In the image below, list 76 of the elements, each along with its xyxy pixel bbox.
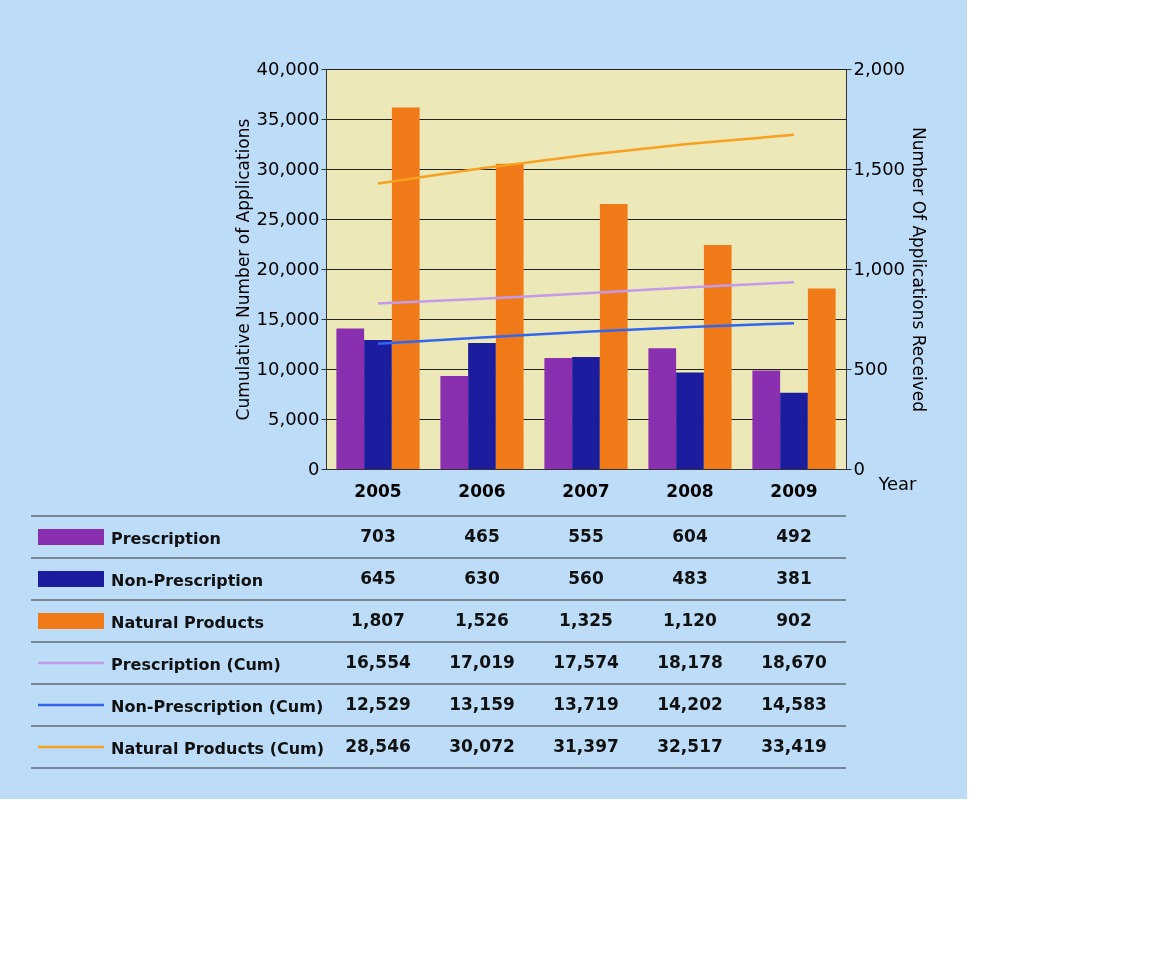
data-label: 28,546 [345, 736, 411, 756]
data-label: 555 [568, 526, 604, 546]
data-label: 1,526 [455, 610, 509, 630]
y-tick-label: 40,000 [256, 57, 320, 79]
data-label: 17,574 [553, 652, 619, 672]
y2-tick-label: 2,000 [853, 57, 906, 79]
bar [336, 328, 365, 469]
y-tick-label: 10,000 [256, 357, 320, 379]
y-tick-label: 25,000 [256, 207, 320, 229]
y-tick-label: 15,000 [256, 307, 320, 329]
x-tick-label: 2009 [770, 480, 818, 501]
data-label: 17,019 [449, 652, 515, 672]
bar [648, 348, 677, 469]
data-label: 14,583 [761, 694, 827, 714]
data-label: 604 [672, 526, 708, 546]
data-label: 703 [360, 526, 396, 546]
data-label: 483 [672, 568, 708, 588]
data-label: 465 [464, 526, 500, 546]
bar [703, 245, 732, 469]
data-label: 492 [776, 526, 812, 546]
line-series [376, 133, 796, 185]
bar [364, 340, 392, 469]
bar [807, 288, 836, 469]
data-label: 645 [360, 568, 396, 588]
line-series [376, 321, 796, 345]
data-label: 13,719 [553, 694, 619, 714]
legend-label: Non-Prescription (Cum) [111, 697, 324, 716]
y2-tick-label: 500 [853, 357, 888, 379]
data-label: 32,517 [657, 736, 723, 756]
y-tick-label: 0 [308, 457, 320, 479]
data-label: 560 [568, 568, 604, 588]
legend-label: Prescription [111, 529, 221, 548]
x-axis-title: Year [877, 472, 918, 494]
data-label: 1,120 [663, 610, 718, 630]
bar [752, 370, 781, 469]
y2-tick-label: 1,500 [853, 157, 906, 179]
bar [599, 204, 628, 469]
data-label: 381 [776, 568, 812, 588]
bar [495, 163, 524, 469]
data-label: 14,202 [657, 694, 723, 714]
bar [440, 376, 469, 469]
y2-axis-title: Number Of Applications Received [909, 126, 930, 413]
data-label: 902 [776, 610, 812, 630]
bar [572, 357, 600, 469]
bar [468, 343, 496, 469]
data-label: 13,159 [449, 694, 515, 714]
data-label: 1,325 [559, 610, 613, 630]
y2-tick-label: 1,000 [853, 257, 906, 279]
y2-tick-label: 0 [853, 457, 865, 479]
bar [780, 392, 808, 469]
y-axis-title: Cumulative Number of Applications [232, 118, 253, 421]
data-label: 1,807 [351, 610, 405, 630]
data-label: 31,397 [553, 736, 619, 756]
data-label: 30,072 [449, 736, 515, 756]
y-tick-label: 35,000 [256, 107, 320, 129]
bar [676, 372, 704, 469]
y-tick-label: 20,000 [256, 257, 320, 279]
bar [544, 358, 573, 469]
y-tick-label: 5,000 [267, 407, 320, 429]
legend-label: Natural Products (Cum) [111, 739, 325, 758]
y-tick-label: 30,000 [256, 157, 320, 179]
legend-label: Prescription (Cum) [111, 655, 281, 674]
x-tick-label: 2007 [562, 480, 610, 501]
data-label: 18,178 [657, 652, 723, 672]
x-tick-label: 2008 [666, 480, 714, 501]
bar [391, 107, 420, 469]
data-label: 16,554 [345, 652, 411, 672]
legend-label: Non-Prescription [111, 571, 264, 590]
x-tick-label: 2006 [458, 480, 506, 501]
data-label: 18,670 [761, 652, 827, 672]
x-tick-label: 2005 [354, 480, 402, 501]
legend-label: Natural Products [111, 613, 265, 632]
line-series [376, 281, 796, 305]
data-label: 12,529 [345, 694, 411, 714]
data-label: 33,419 [761, 736, 827, 756]
data-label: 630 [464, 568, 500, 588]
